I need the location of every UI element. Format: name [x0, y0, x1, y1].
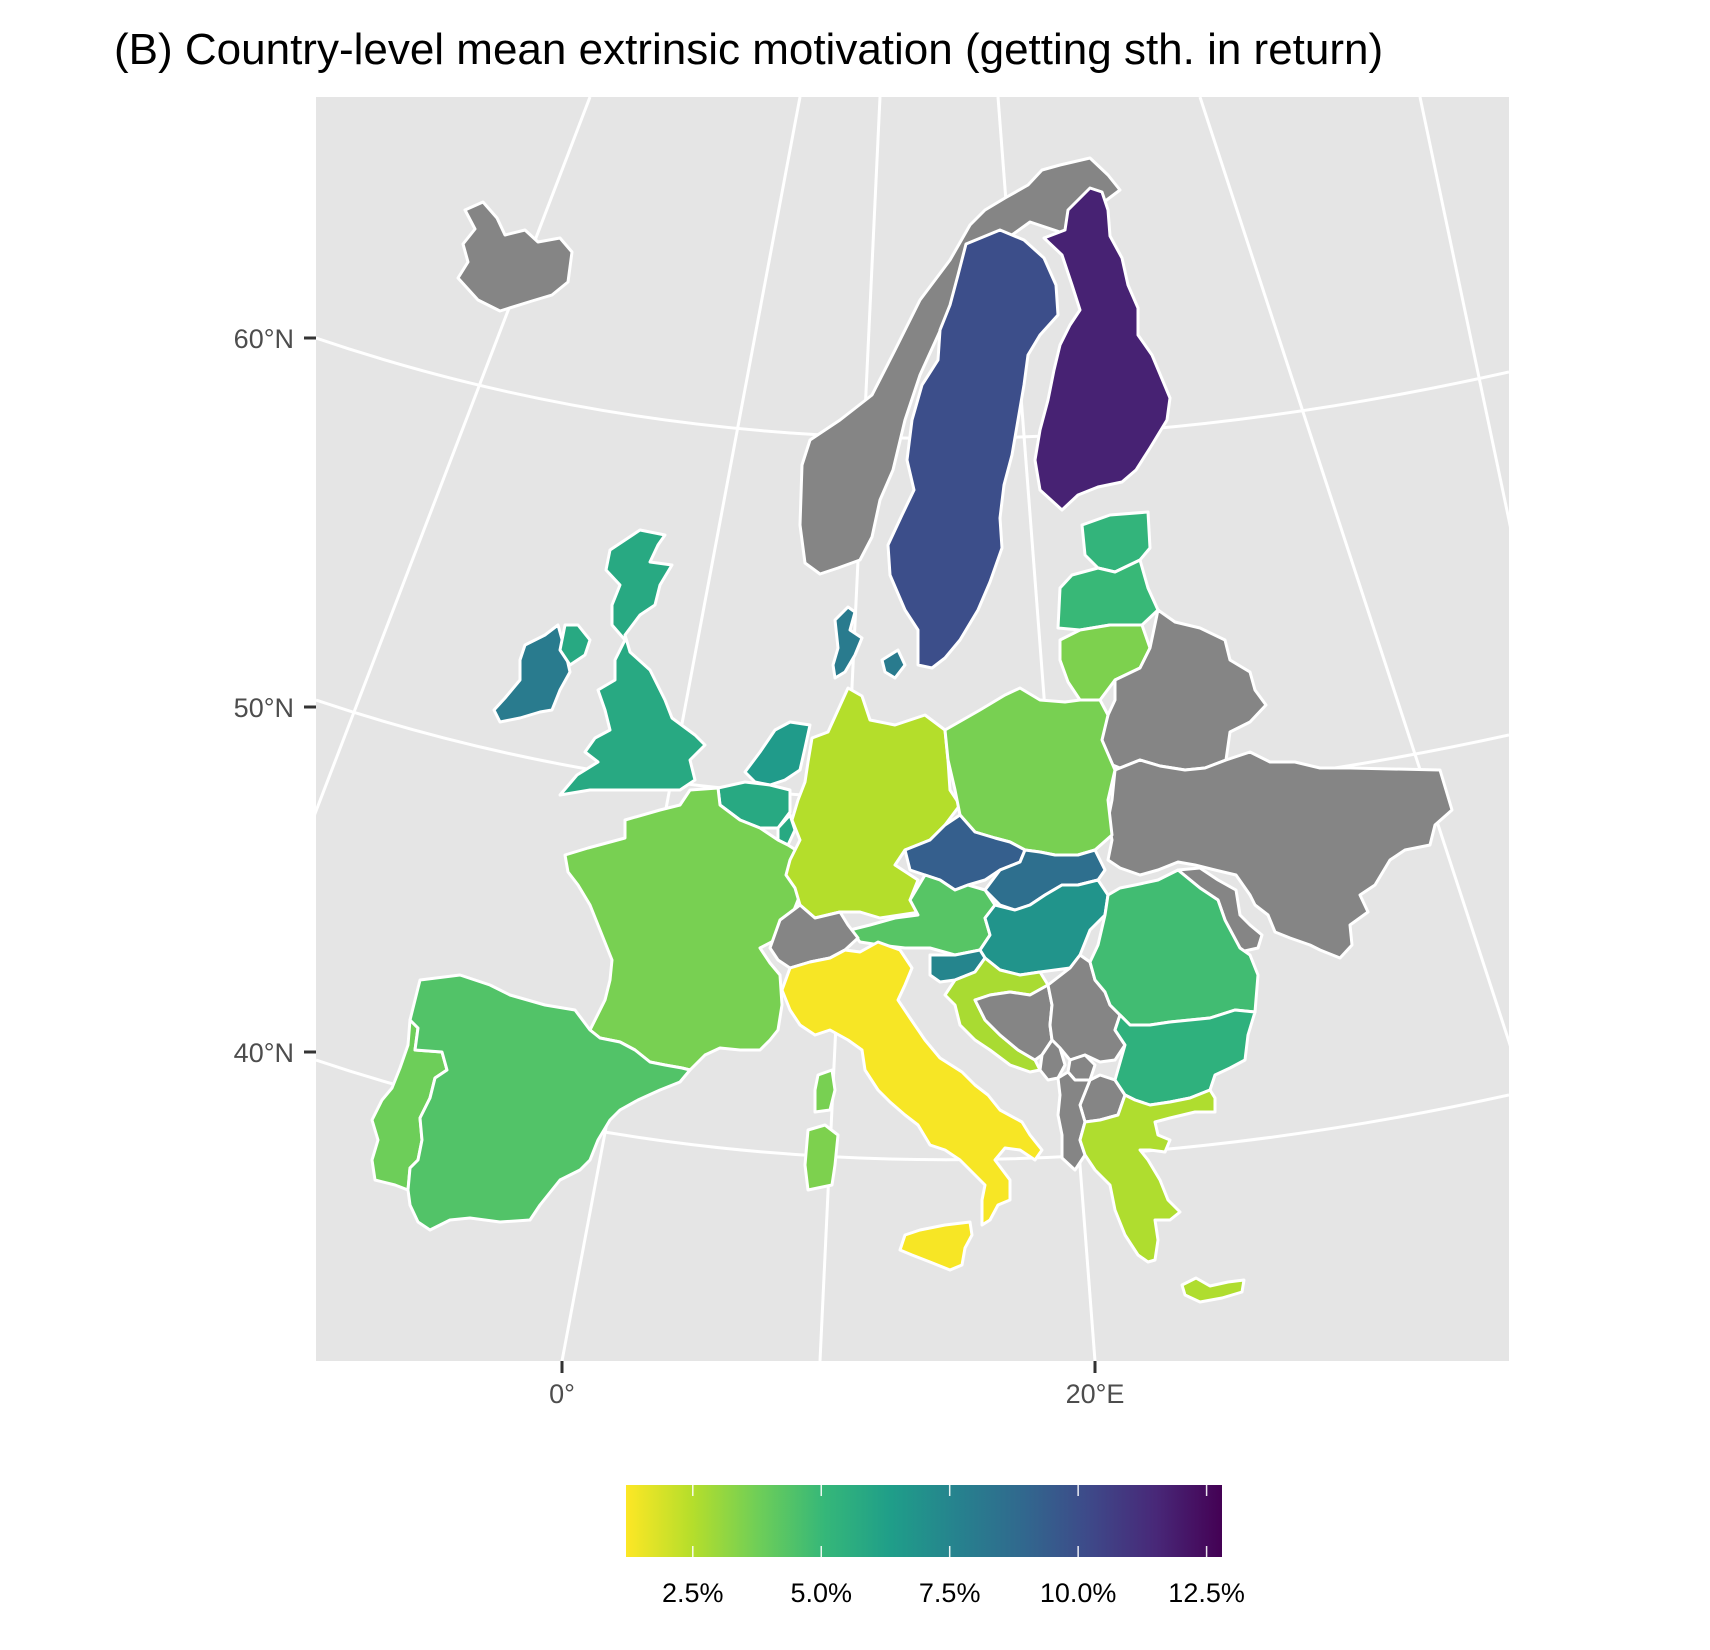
graticule-lon-30 [1198, 97, 1509, 1047]
country-greece [1078, 1088, 1217, 1264]
legend-labels: 2.5% 5.0% 7.5% 10.0% 12.5% [662, 1578, 1245, 1608]
lat-label-40: 40°N [234, 1038, 294, 1068]
country-denmark [831, 605, 907, 680]
country-layer [370, 156, 1454, 1304]
legend-label-3: 10.0% [1040, 1578, 1117, 1608]
country-spain [406, 973, 692, 1232]
graticule-lon-40 [1418, 97, 1509, 528]
longitude-axis: 0° 20°E [549, 1361, 1124, 1409]
legend-label-0: 2.5% [662, 1578, 724, 1608]
country-finland [1033, 186, 1172, 512]
lat-label-50: 50°N [234, 693, 294, 723]
country-cyprus [1180, 1276, 1246, 1304]
legend-colorbar [626, 1485, 1222, 1557]
country-corsica [813, 1068, 837, 1114]
legend-label-4: 12.5% [1168, 1578, 1245, 1608]
lon-label-0: 0° [549, 1379, 575, 1409]
country-iceland [456, 200, 574, 313]
country-italy [780, 940, 1044, 1227]
country-sweden [886, 228, 1060, 670]
legend-label-1: 5.0% [790, 1578, 852, 1608]
country-sicily [898, 1220, 974, 1272]
country-northern-ireland [558, 623, 592, 667]
country-luxembourg [776, 813, 797, 847]
country-sardinia [803, 1123, 840, 1192]
legend-ticks [692, 1485, 1208, 1557]
country-ukraine [1106, 750, 1454, 960]
color-legend: 2.5% 5.0% 7.5% 10.0% 12.5% [626, 1485, 1245, 1608]
map-title: (B) Country-level mean extrinsic motivat… [114, 25, 1383, 74]
latitude-axis: 60°N 50°N 40°N [234, 324, 316, 1068]
lat-label-60: 60°N [234, 324, 294, 354]
country-netherlands [743, 720, 812, 787]
country-montenegro [1038, 1038, 1067, 1082]
country-latvia [1056, 558, 1160, 632]
country-uk [558, 528, 707, 797]
country-ireland [492, 623, 572, 724]
legend-label-2: 7.5% [919, 1578, 981, 1608]
lon-label-20e: 20°E [1066, 1379, 1125, 1409]
country-bulgaria [1113, 1008, 1257, 1107]
